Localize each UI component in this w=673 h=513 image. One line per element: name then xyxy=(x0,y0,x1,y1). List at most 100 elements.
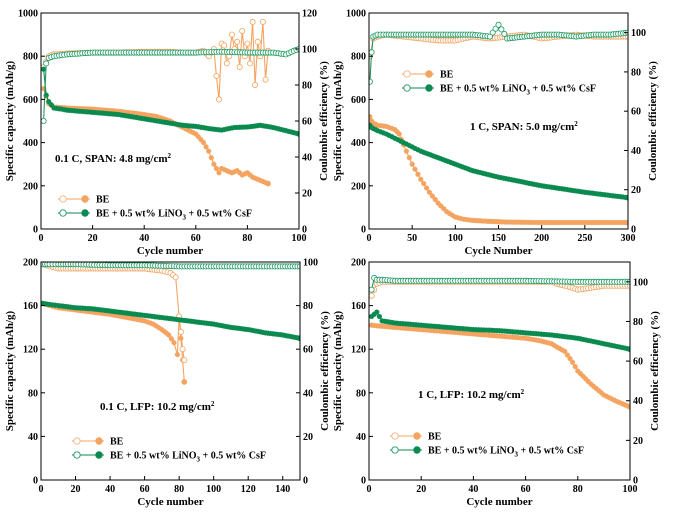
y2-tick-label: 20 xyxy=(302,189,312,200)
annotation-superscript: 2 xyxy=(168,152,172,160)
data-point xyxy=(181,357,188,364)
legend-marker-fill xyxy=(95,451,103,459)
y-tick-label: 40 xyxy=(356,432,366,443)
y2-tick-label: 80 xyxy=(631,67,641,78)
data-point xyxy=(215,96,222,103)
annotation-superscript: 2 xyxy=(211,400,215,408)
y-tick-label: 0 xyxy=(33,476,38,487)
annotation-superscript: 2 xyxy=(574,120,578,128)
y2-tick-label: 80 xyxy=(303,301,313,312)
legend-marker-fill xyxy=(425,70,433,78)
y-tick-label: 0 xyxy=(361,476,366,487)
data-point xyxy=(259,18,266,25)
y2-tick-label: 40 xyxy=(631,146,641,157)
x-tick-label: 40 xyxy=(105,484,115,495)
data-point xyxy=(429,193,435,199)
y2-tick-label: 100 xyxy=(302,45,317,56)
y2-tick-label: 0 xyxy=(631,225,636,236)
data-point xyxy=(172,274,179,281)
y-axis-label: Specific capacity (mAh/g) xyxy=(4,310,16,431)
data-point xyxy=(492,25,499,32)
data-point xyxy=(376,313,383,320)
axes-frame xyxy=(368,261,631,481)
y2-tick-label: 60 xyxy=(303,345,313,356)
data-point xyxy=(179,346,186,353)
y2-tick-label: 120 xyxy=(302,9,317,20)
x-tick-label: 20 xyxy=(71,484,81,495)
y-tick-label: 200 xyxy=(351,181,366,192)
x-tick-label: 60 xyxy=(140,484,150,495)
y-axis-label: Specific capacity (mAh/g) xyxy=(332,60,344,181)
legend-label-rest: + 0.5 wt% CsF xyxy=(186,209,252,220)
data-point xyxy=(403,148,410,154)
legend-label: BE + 0.5 wt% LiNO3 + 0.5 wt% CsF xyxy=(428,446,584,459)
y2-axis-label: Coulombic efficiency (%) xyxy=(318,61,330,181)
x-tick-label: 60 xyxy=(191,233,201,244)
y2-axis-label: Coulombic efficiency (%) xyxy=(649,311,661,431)
y-tick-label: 80 xyxy=(28,388,38,399)
axes-frame xyxy=(40,261,301,481)
y2-tick-label: 80 xyxy=(302,81,312,92)
x-tick-label: 150 xyxy=(491,233,506,244)
x-axis-label: Cycle number xyxy=(137,496,203,508)
x-tick-label: 300 xyxy=(621,233,636,244)
y-tick-label: 200 xyxy=(23,258,38,269)
data-point xyxy=(564,352,571,358)
data-point xyxy=(265,180,271,187)
plot-area xyxy=(41,262,300,385)
y2-tick-label: 0 xyxy=(633,476,638,487)
x-tick-label: 0 xyxy=(367,233,372,244)
data-point xyxy=(501,30,508,37)
data-point xyxy=(421,181,427,187)
legend-marker-fill xyxy=(425,84,433,92)
x-axis-label: Cycle number xyxy=(466,496,532,508)
data-point xyxy=(223,60,230,67)
data-point xyxy=(562,348,568,355)
y2-tick-label: 0 xyxy=(303,476,308,487)
y2-tick-label: 20 xyxy=(633,436,643,447)
data-point xyxy=(572,364,578,370)
data-point xyxy=(177,328,184,335)
legend-marker-open xyxy=(59,209,67,217)
data-point xyxy=(369,292,375,299)
legend-subscript: 3 xyxy=(527,89,531,97)
panel-annotation: 1 C, LFP: 10.2 mg/cm2 xyxy=(418,388,525,401)
legend-marker-fill xyxy=(81,195,89,203)
data-point xyxy=(369,49,375,56)
x-axis-label: Cycle number xyxy=(137,245,203,257)
data-point xyxy=(43,60,50,67)
data-point xyxy=(567,356,573,362)
x-tick-label: 40 xyxy=(468,484,478,495)
x-tick-label: 40 xyxy=(139,233,149,244)
data-point xyxy=(246,60,253,67)
data-point xyxy=(221,42,228,49)
data-point xyxy=(203,144,209,150)
data-point xyxy=(252,82,259,89)
data-point xyxy=(489,29,496,36)
x-tick-label: 100 xyxy=(206,484,221,495)
y-tick-label: 120 xyxy=(23,345,38,356)
x-tick-label: 100 xyxy=(292,233,307,244)
x-tick-label: 20 xyxy=(416,484,426,495)
data-point xyxy=(412,166,418,172)
y-tick-label: 1000 xyxy=(346,9,366,20)
data-point xyxy=(369,114,373,120)
legend-label: BE xyxy=(440,70,454,81)
data-point xyxy=(426,189,433,195)
y-tick-label: 600 xyxy=(23,95,38,106)
data-point xyxy=(166,332,172,338)
x-tick-label: 80 xyxy=(573,484,583,495)
y2-tick-label: 60 xyxy=(633,357,643,368)
legend-subscript: 3 xyxy=(183,214,187,222)
y2-tick-label: 100 xyxy=(631,28,646,39)
data-point xyxy=(236,64,243,71)
data-point xyxy=(498,26,505,33)
y-tick-label: 120 xyxy=(351,345,366,356)
data-point xyxy=(41,66,47,72)
legend-label-rest: + 0.5 wt% CsF xyxy=(200,451,266,462)
x-tick-label: 250 xyxy=(577,233,592,244)
y-tick-label: 80 xyxy=(356,388,366,399)
legend-label: BE + 0.5 wt% LiNO3 + 0.5 wt% CsF xyxy=(110,451,266,464)
data-point xyxy=(296,131,299,137)
data-point xyxy=(41,118,47,124)
